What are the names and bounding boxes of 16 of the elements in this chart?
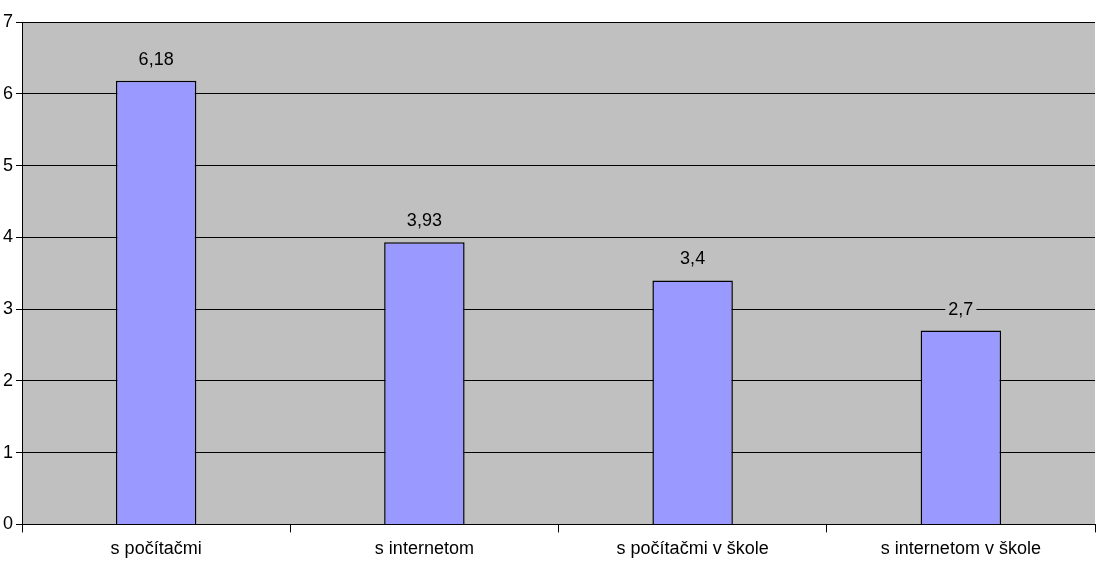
x-tick-label: s počítačmi v škole [616, 538, 769, 559]
data-label: 3,93 [406, 210, 442, 231]
y-tick-label: 4 [3, 226, 14, 247]
data-label: 2,7 [948, 298, 974, 319]
y-tick-label: 6 [3, 82, 14, 103]
data-label: 3,4 [680, 248, 706, 269]
data-label: 6,18 [138, 48, 174, 69]
y-tick-label: 2 [3, 369, 14, 390]
y-tick-label: 3 [3, 298, 14, 319]
y-tick-label: 5 [3, 154, 14, 175]
x-tick-label: s počítačmi [110, 538, 202, 559]
y-tick-label: 0 [3, 513, 14, 534]
y-tick-label: 7 [3, 10, 14, 31]
x-tick-label: s internetom v škole [880, 538, 1041, 559]
x-tick-label: s internetom [374, 538, 474, 559]
y-tick-label: 1 [3, 441, 14, 462]
